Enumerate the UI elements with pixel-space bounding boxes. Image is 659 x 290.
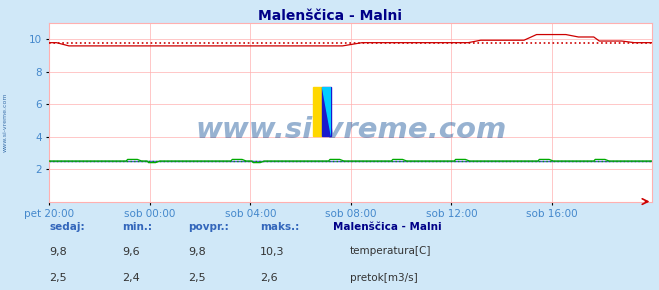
Text: Malenščica - Malni: Malenščica - Malni (258, 9, 401, 23)
Text: www.si-vreme.com: www.si-vreme.com (3, 92, 8, 152)
Bar (322, 87, 331, 136)
Text: 2,5: 2,5 (49, 273, 67, 282)
Text: 9,8: 9,8 (188, 246, 206, 256)
Text: 2,5: 2,5 (188, 273, 206, 282)
Text: 2,6: 2,6 (260, 273, 278, 282)
Text: 2,4: 2,4 (122, 273, 140, 282)
Text: temperatura[C]: temperatura[C] (350, 246, 432, 256)
Text: sedaj:: sedaj: (49, 222, 85, 232)
Polygon shape (322, 87, 331, 136)
Text: www.si-vreme.com: www.si-vreme.com (195, 116, 507, 144)
Text: pretok[m3/s]: pretok[m3/s] (350, 273, 418, 282)
Text: 9,6: 9,6 (122, 246, 140, 256)
Text: maks.:: maks.: (260, 222, 300, 232)
Text: povpr.:: povpr.: (188, 222, 229, 232)
Text: 9,8: 9,8 (49, 246, 67, 256)
Bar (313, 87, 322, 136)
Text: min.:: min.: (122, 222, 152, 232)
Text: 10,3: 10,3 (260, 246, 285, 256)
Text: Malenščica - Malni: Malenščica - Malni (333, 222, 442, 232)
